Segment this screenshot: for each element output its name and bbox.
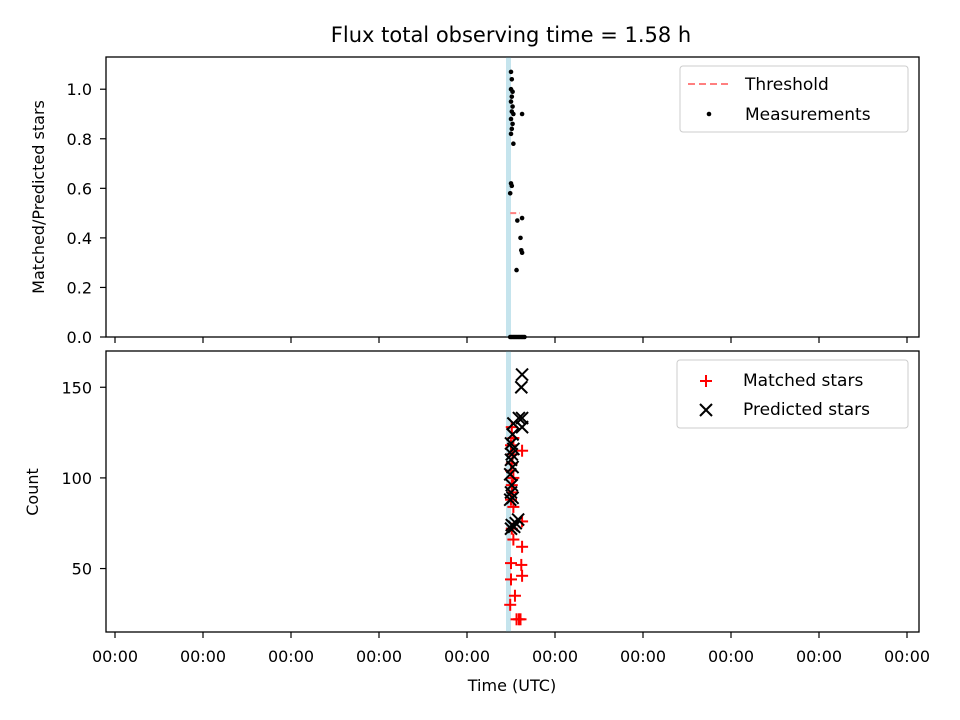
top-legend-box xyxy=(679,65,909,133)
predicted-star-point xyxy=(515,367,529,382)
observing-band xyxy=(506,57,511,337)
top-axes: 0.0 0.2 0.4 0.6 0.8 1.0 Matched/Predicted sta… xyxy=(29,56,920,347)
legend-matched-swatch xyxy=(700,375,712,387)
x-tick-label: 00:00 xyxy=(180,647,226,666)
x-tick-label: 00:00 xyxy=(708,647,754,666)
x-tick-label: 00:00 xyxy=(620,647,666,666)
predicted-star-point xyxy=(506,416,521,431)
y-tick-label: 1.0 xyxy=(67,80,92,99)
measurement-point xyxy=(514,267,519,273)
predicted-star-point xyxy=(514,380,529,394)
top-legend: Threshold Measurements xyxy=(679,65,909,133)
matched-star-point xyxy=(505,573,517,586)
y-tick-label: 0.8 xyxy=(67,130,92,149)
measurement-point xyxy=(508,131,514,137)
matched-star-point xyxy=(516,444,529,457)
measurement-point xyxy=(507,190,513,196)
x-tick-label: 00:00 xyxy=(444,647,490,666)
measurement-point xyxy=(508,99,514,104)
measurement-point xyxy=(510,121,515,127)
x-tick-label: 00:00 xyxy=(92,647,138,666)
legend-matched-label: Matched stars xyxy=(743,371,863,391)
predicted-star-point xyxy=(504,521,518,536)
measurement-point xyxy=(509,94,515,99)
legend-measurements-label: Measurements xyxy=(745,105,871,125)
chart-title: Flux total observing time = 1.58 h xyxy=(331,23,691,47)
predicted-star-point xyxy=(503,467,517,481)
predicted-star-point xyxy=(505,460,520,474)
measurement-point xyxy=(522,334,527,340)
y-tick-label: 0.0 xyxy=(67,328,92,347)
y-tick-label: 0.6 xyxy=(67,179,92,198)
x-tick-label: 00:00 xyxy=(796,647,842,666)
y-tick-label: 100 xyxy=(61,469,92,488)
bottom-legend-box xyxy=(676,359,909,429)
measurement-point xyxy=(510,104,515,109)
measurement-point xyxy=(508,116,514,122)
y-tick-label: 0.2 xyxy=(67,278,92,297)
measurement-point xyxy=(519,111,525,117)
matched-star-point xyxy=(505,557,517,570)
bottom-xlabel: Time (UTC) xyxy=(467,676,556,695)
y-tick-label: 150 xyxy=(61,378,92,397)
matched-star-point xyxy=(516,540,529,553)
x-tick-label: 00:00 xyxy=(884,647,930,666)
bottom-axes-frame xyxy=(105,350,920,633)
measurement-point xyxy=(509,126,515,132)
x-tick-label: 00:00 xyxy=(268,647,314,666)
predicted-star-point xyxy=(515,420,529,434)
measurement-point xyxy=(509,77,515,82)
legend-predicted-swatch xyxy=(699,403,713,417)
measurement-point xyxy=(511,141,516,147)
matched-star-point xyxy=(516,569,529,582)
matched-star-point xyxy=(508,589,521,602)
legend-predicted-label: Predicted stars xyxy=(743,400,870,420)
matched-star-point xyxy=(504,598,517,611)
matched-star-point xyxy=(507,533,520,546)
legend-threshold-label: Threshold xyxy=(744,75,829,95)
predicted-star-point xyxy=(503,492,517,507)
measurement-point xyxy=(519,250,525,256)
measurement-point xyxy=(519,215,525,221)
matched-star-point xyxy=(515,558,528,571)
measurement-point xyxy=(508,69,514,75)
measurement-point xyxy=(511,111,516,117)
predicted-star-point xyxy=(505,447,519,462)
x-tick-label: 00:00 xyxy=(356,647,402,666)
bottom-ylabel: Count xyxy=(23,468,42,516)
x-tick-label: 00:00 xyxy=(532,647,578,666)
measurement-point xyxy=(509,183,515,189)
legend-measurements-swatch xyxy=(706,111,712,117)
bottom-legend: Matched stars Predicted stars xyxy=(676,359,909,429)
measurement-point xyxy=(518,235,523,241)
measurement-point xyxy=(510,89,515,94)
bottom-axes: 50 100 150 00:00 00:00 00:00 00:00 00:00 00:00 0… xyxy=(23,350,930,695)
y-tick-label: 0.4 xyxy=(67,229,92,248)
matched-star-point xyxy=(514,613,527,626)
y-tick-label: 50 xyxy=(72,560,92,579)
top-ylabel: Matched/Predicted stars xyxy=(29,100,48,294)
measurement-point xyxy=(515,218,520,223)
